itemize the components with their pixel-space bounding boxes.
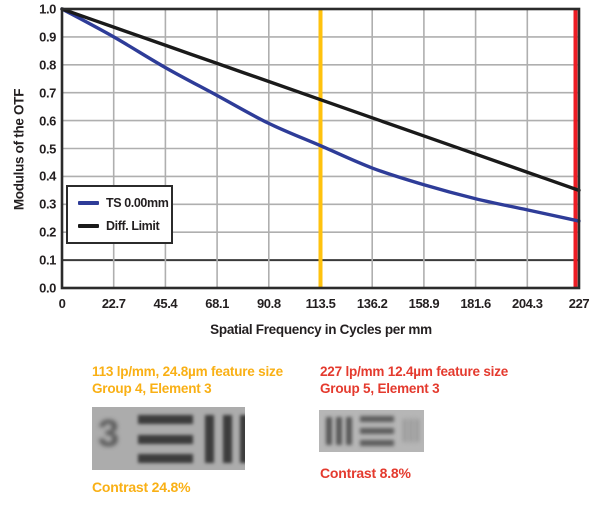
y-tick-label: 0.5 [39,141,56,156]
y-tick-label: 0.0 [39,280,56,296]
bar [138,454,193,463]
usaf-target-image-group4: 3 [92,407,245,470]
x-tick-label: 158.9 [408,296,440,311]
bar [222,415,232,463]
diff-limit-line-swatch-icon [78,224,99,228]
bar [346,417,352,445]
x-tick-label: 113.5 [305,296,336,311]
y-tick-label: 1.0 [39,1,56,17]
bar [138,415,193,424]
ts-line-swatch-icon [78,201,99,205]
annotation-227lpmm-line2: Group 5, Element 3 [320,380,440,396]
target-faint-bars [403,419,419,442]
bar [360,416,394,422]
y-tick-label: 0.2 [39,224,56,240]
y-tick-label: 0.6 [39,113,56,129]
y-axis-title: Modulus of the OTF [11,88,27,211]
x-tick-label: 68.1 [205,296,229,311]
bar [205,415,214,463]
y-tick-label: 0.8 [39,57,56,73]
bar [409,419,413,442]
y-tick-label: 0.7 [39,85,56,101]
y-tick-label: 0.9 [39,29,56,45]
x-tick-label: 204.3 [512,296,543,311]
annotation-113lpmm-heading: 113 lp/mm, 24.8µm feature size Group 4, … [92,364,283,397]
y-tick-label: 0.1 [39,252,56,268]
target-horizontal-bars [360,416,394,446]
x-tick-label: 181.6 [460,296,491,311]
bar [138,434,193,444]
x-tick-label: 0 [58,296,66,311]
target-horizontal-bars [138,415,193,463]
legend-item-diff-limit: Diff. Limit [78,219,171,233]
bar [403,419,407,442]
bar [326,417,332,445]
bar [336,417,342,445]
legend-label-ts: TS 0.00mm [106,196,169,210]
target-vertical-bars [326,417,352,445]
y-tick-label: 0.4 [39,168,56,184]
y-tick-label: 0.3 [39,196,56,212]
bar [415,419,419,442]
contrast-value-right: Contrast 8.8% [320,465,411,481]
x-axis-title: Spatial Frequency in Cycles per mm [210,322,432,337]
x-tick-label: 90.8 [256,296,281,311]
annotation-113lpmm-line1: 113 lp/mm, 24.8µm feature size [92,364,283,379]
bar [240,415,245,463]
x-tick-label: 45.4 [153,296,178,311]
chart-legend: TS 0.00mm Diff. Limit [66,185,173,244]
target-digit-3: 3 [98,413,120,455]
x-tick-label: 227 [568,296,590,311]
annotation-227lpmm-heading: 227 lp/mm 12.4µm feature size Group 5, E… [320,364,508,397]
usaf-target-image-group5 [319,410,424,452]
x-tick-label: 136.2 [356,296,388,311]
mtf-chart-plot-area [60,7,581,290]
legend-label-diff-limit: Diff. Limit [106,219,160,233]
x-tick-label: 22.7 [101,296,126,311]
contrast-value-left: Contrast 24.8% [92,479,191,495]
bar [360,428,394,434]
annotation-113lpmm-line2: Group 4, Element 3 [92,380,212,396]
bar [360,440,394,446]
annotation-227lpmm-line1: 227 lp/mm 12.4µm feature size [320,364,509,379]
target-vertical-bars [205,415,245,463]
legend-item-ts: TS 0.00mm [78,196,171,210]
